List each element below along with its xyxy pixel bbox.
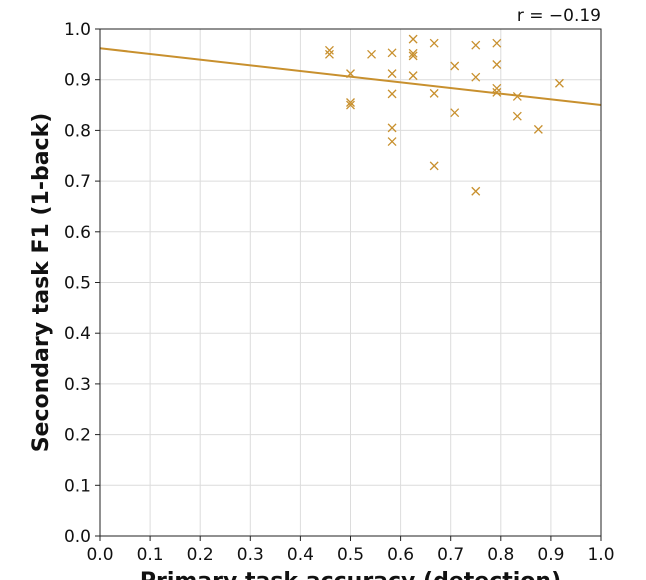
data-point bbox=[471, 72, 481, 82]
correlation-annotation: r = −0.19 bbox=[517, 6, 601, 26]
data-point bbox=[512, 91, 522, 101]
data-point bbox=[408, 34, 418, 44]
data-point bbox=[408, 51, 418, 61]
data-point bbox=[492, 87, 502, 97]
x-tick-label: 0.0 bbox=[86, 545, 113, 565]
y-tick-label: 0.5 bbox=[64, 274, 91, 294]
data-point bbox=[429, 38, 439, 48]
data-point bbox=[346, 69, 355, 79]
data-point bbox=[408, 71, 418, 81]
x-tick-label: 0.8 bbox=[487, 545, 514, 565]
data-point bbox=[367, 49, 377, 59]
x-tick-label: 0.5 bbox=[337, 545, 364, 565]
x-axis-label: Primary task accuracy (detection) bbox=[140, 569, 561, 580]
y-tick-label: 0.7 bbox=[64, 172, 91, 192]
scatter-points bbox=[324, 34, 564, 196]
y-tick-labels: 0.0 0.1 0.2 0.3 0.4 0.5 0.6 0.7 0.8 0.9 1.0 bbox=[64, 20, 100, 547]
data-point bbox=[492, 83, 502, 93]
x-tick-label: 0.3 bbox=[237, 545, 264, 565]
data-point bbox=[554, 78, 564, 88]
data-point bbox=[450, 61, 460, 71]
y-tick-label: 0.6 bbox=[64, 223, 91, 243]
x-tick-label: 0.2 bbox=[187, 545, 214, 565]
data-point bbox=[533, 124, 543, 134]
y-tick-label: 0.1 bbox=[64, 476, 91, 496]
y-axis-label: Secondary task F1 (1-back) bbox=[29, 113, 54, 453]
data-point bbox=[492, 38, 502, 48]
y-tick-label: 0.9 bbox=[64, 71, 91, 91]
y-tick-label: 0.8 bbox=[64, 121, 91, 141]
x-tick-label: 1.0 bbox=[587, 545, 614, 565]
y-tick-label: 0.2 bbox=[64, 426, 91, 446]
data-point bbox=[346, 100, 355, 110]
x-tick-label: 0.1 bbox=[137, 545, 164, 565]
y-tick-label: 1.0 bbox=[64, 20, 91, 40]
y-tick-label: 0.3 bbox=[64, 375, 91, 395]
x-tick-label: 0.7 bbox=[437, 545, 464, 565]
x-tick-label: 0.4 bbox=[287, 545, 314, 565]
data-point bbox=[450, 108, 460, 118]
data-point bbox=[471, 186, 481, 196]
y-tick-label: 0.0 bbox=[64, 527, 91, 547]
data-point bbox=[408, 48, 418, 58]
data-point bbox=[387, 48, 397, 58]
data-point bbox=[387, 69, 397, 79]
x-tick-label: 0.9 bbox=[537, 545, 564, 565]
data-point bbox=[512, 111, 522, 121]
x-tick-labels: 0.0 0.1 0.2 0.3 0.4 0.5 0.6 0.7 0.8 0.9 1.0 bbox=[86, 536, 615, 565]
data-point bbox=[324, 49, 334, 59]
y-tick-label: 0.4 bbox=[64, 324, 91, 344]
data-point bbox=[471, 40, 481, 50]
data-point bbox=[387, 89, 397, 99]
x-tick-label: 0.6 bbox=[387, 545, 414, 565]
data-point bbox=[429, 161, 439, 171]
data-point bbox=[346, 98, 355, 107]
data-point bbox=[387, 123, 397, 133]
data-point bbox=[492, 60, 502, 69]
data-point bbox=[324, 45, 334, 55]
data-point bbox=[429, 88, 439, 98]
data-point bbox=[387, 137, 397, 147]
